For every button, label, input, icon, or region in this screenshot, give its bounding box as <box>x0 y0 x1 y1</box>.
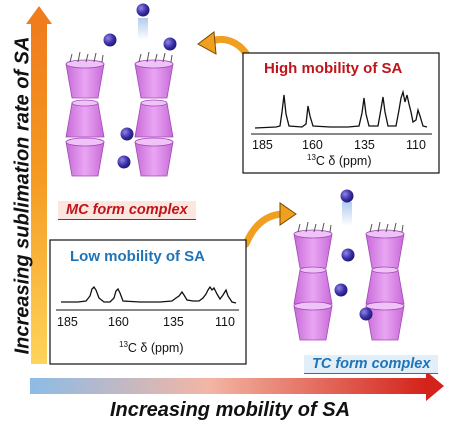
low-mobility-spectrum-box <box>49 239 247 365</box>
high-tick-110: 110 <box>406 138 426 152</box>
mc-cyclodextrin-stack-left <box>65 51 105 177</box>
low-axis-title: 13C δ (ppm) <box>119 340 184 356</box>
mc-form-label: MC form complex <box>58 201 196 220</box>
high-tick-185: 185 <box>252 138 273 152</box>
tc-form-label: TC form complex <box>304 355 439 374</box>
mc-cyclodextrin-stack-right <box>134 51 174 177</box>
high-mobility-spectrum-box <box>242 52 440 174</box>
high-axis-title: 13C δ (ppm) <box>307 153 372 169</box>
low-mobility-spectrum-trace <box>61 285 237 304</box>
tc-sa-molecules <box>334 189 373 321</box>
mobility-arrow <box>30 371 444 401</box>
low-mobility-title: Low mobility of SA <box>70 248 205 265</box>
mc-sa-molecules <box>103 3 177 169</box>
high-tick-135: 135 <box>354 138 375 152</box>
mc-curved-arrow <box>197 31 254 64</box>
sublimation-rate-arrow <box>26 6 52 364</box>
low-tick-185: 185 <box>57 315 78 329</box>
tc-cyclodextrin-stack-left <box>293 221 333 341</box>
high-mobility-spectrum-trace <box>254 89 428 129</box>
tc-cyclodextrin-stack-right <box>365 221 405 341</box>
tc-curved-arrow <box>242 202 297 248</box>
x-axis-label: Increasing mobility of SA <box>109 399 351 421</box>
low-tick-110: 110 <box>215 315 235 329</box>
low-tick-135: 135 <box>163 315 184 329</box>
y-axis-label: Increasing sublimation rate of SA <box>11 36 34 355</box>
high-mobility-title: High mobility of SA <box>264 60 403 77</box>
high-tick-160: 160 <box>302 138 323 152</box>
low-tick-160: 160 <box>108 315 129 329</box>
